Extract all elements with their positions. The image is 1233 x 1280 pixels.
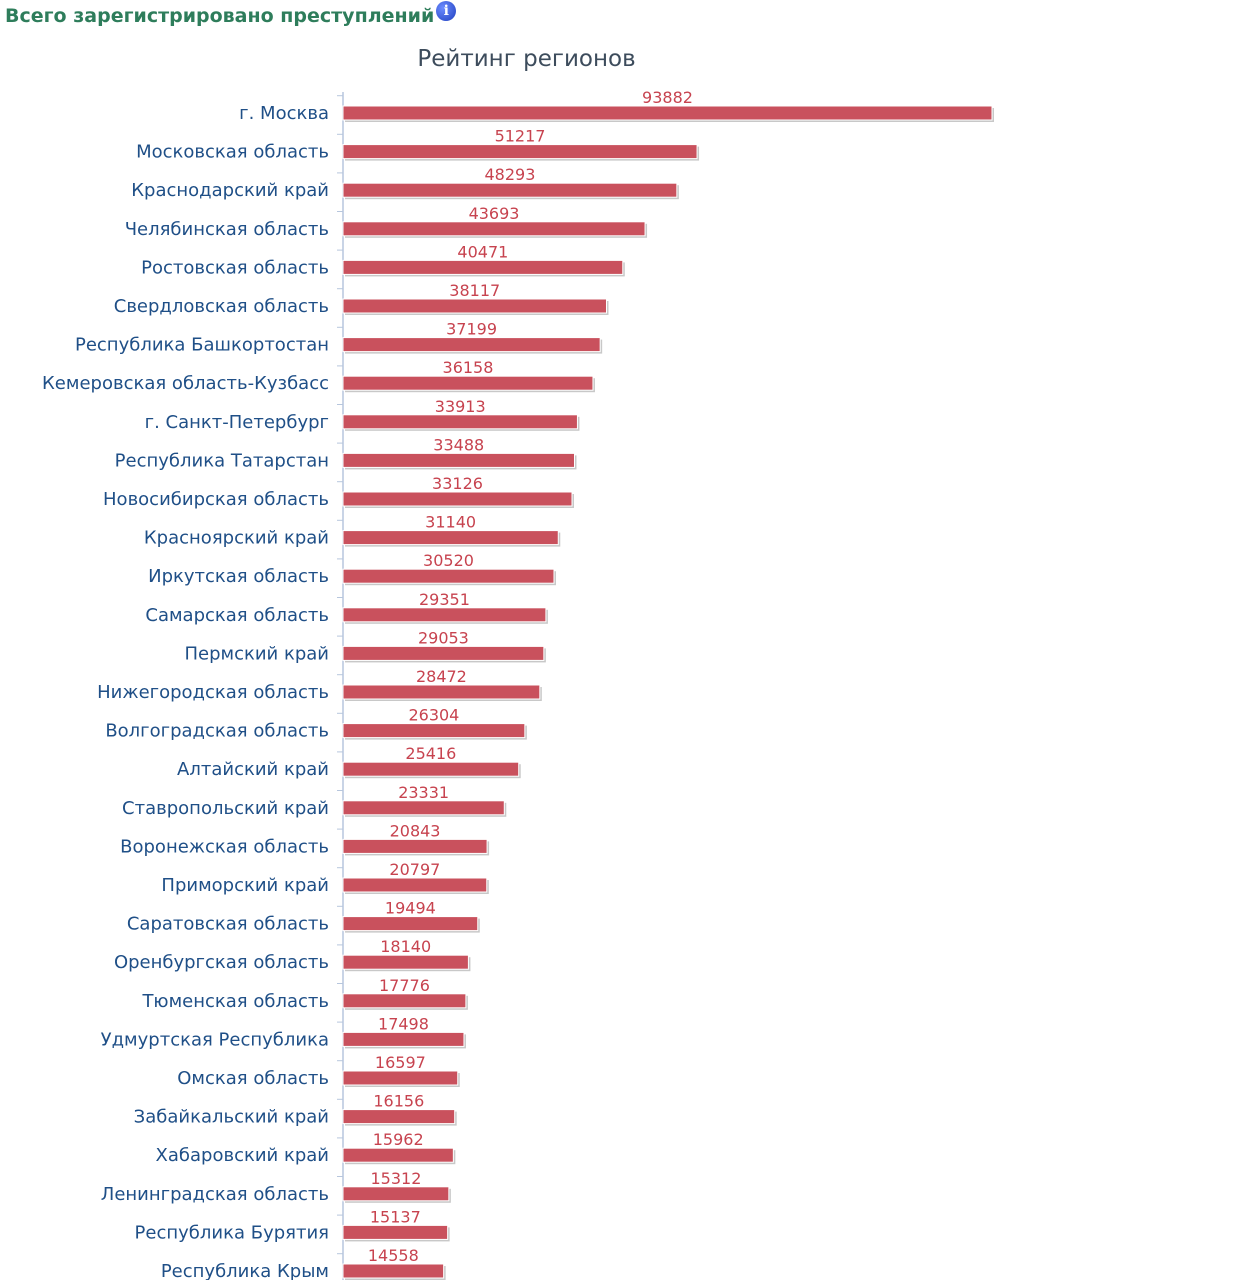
category-label: Ставропольский край [122,798,329,819]
value-label: 16156 [373,1092,424,1111]
category-label: Ленинградская область [101,1184,329,1205]
category-label: Иркутская область [148,566,329,587]
category-label: Новосибирская область [103,489,329,510]
value-label: 14558 [368,1246,419,1265]
value-label: 33126 [432,474,483,493]
category-label: Челябинская область [125,219,329,240]
category-label: Тюменская область [141,991,329,1012]
value-label: 26304 [408,706,459,725]
bar[interactable] [342,221,646,237]
bar[interactable] [342,414,578,430]
bar[interactable] [342,607,547,623]
value-label: 19494 [385,899,436,918]
value-label: 15312 [370,1169,421,1188]
value-label: 15962 [373,1130,424,1149]
bar[interactable] [342,298,608,314]
value-label: 17498 [378,1014,429,1033]
category-label: Удмуртская Республика [101,1029,329,1050]
bar[interactable] [342,491,573,507]
bar[interactable] [342,1263,445,1279]
category-label: Московская область [136,142,329,163]
value-label: 17776 [379,976,430,995]
value-label: 51217 [495,127,546,146]
category-label: Ростовская область [141,257,329,278]
bar[interactable] [342,452,576,468]
bar[interactable] [342,761,520,777]
bar[interactable] [342,1070,459,1086]
category-label: Забайкальский край [134,1107,329,1128]
bar[interactable] [342,375,594,391]
value-label: 29351 [419,590,470,609]
bar[interactable] [342,993,467,1009]
category-label: Пермский край [184,643,329,664]
page-title: Всего зарегистрировано преступлений [5,5,435,27]
chart-title: Рейтинг регионов [417,46,636,72]
category-label: Волгоградская область [105,721,329,742]
value-label: 33913 [435,397,486,416]
category-label: Республика Татарстан [115,450,329,471]
bar[interactable] [342,530,559,546]
category-label: Краснодарский край [131,180,329,201]
value-label: 20843 [390,821,441,840]
value-label: 36158 [443,358,494,377]
header: Всего зарегистрировано преступлений i [5,1,457,27]
bar[interactable] [342,838,488,854]
bar[interactable] [342,877,488,893]
value-label: 15137 [370,1207,421,1226]
category-label: Алтайский край [177,759,329,780]
value-label: 30520 [423,551,474,570]
value-label: 40471 [457,242,508,261]
category-label: Омская область [177,1068,329,1089]
value-label: 28472 [416,667,467,686]
category-label: Республика Башкортостан [75,335,329,356]
value-label: 48293 [484,165,535,184]
category-label: Республика Крым [161,1261,329,1280]
bar[interactable] [342,568,555,584]
value-label: 37199 [446,320,497,339]
bar[interactable] [342,1109,456,1125]
bar[interactable] [342,1147,454,1163]
value-label: 18140 [380,937,431,956]
category-label: г. Москва [239,103,329,124]
bar[interactable] [342,105,993,121]
category-label: Свердловская область [114,296,329,317]
category-label: Красноярский край [144,528,329,549]
bar[interactable] [342,337,601,353]
value-label: 38117 [449,281,500,300]
category-label: Приморский край [161,875,329,896]
bar[interactable] [342,645,545,661]
category-label: Республика Бурятия [135,1222,329,1243]
category-label: Оренбургская область [114,952,329,973]
value-label: 25416 [405,744,456,763]
value-label: 23331 [398,783,449,802]
bar[interactable] [342,259,624,275]
bar[interactable] [342,144,698,160]
bar[interactable] [342,1186,450,1202]
value-label: 16597 [375,1053,426,1072]
bar[interactable] [342,684,541,700]
value-label: 43693 [469,204,520,223]
category-label: Нижегородская область [97,682,329,703]
category-label: Самарская область [145,605,329,626]
value-label: 29053 [418,628,469,647]
value-label: 31140 [425,513,476,532]
category-label: Кемеровская область-Кузбасс [42,373,329,394]
bar[interactable] [342,182,678,198]
bar[interactable] [342,954,469,970]
category-label: г. Санкт-Петербург [145,412,329,433]
bar[interactable] [342,800,505,816]
category-label: Саратовская область [127,914,329,935]
bar[interactable] [342,1224,449,1240]
value-label: 33488 [433,435,484,454]
info-icon[interactable]: i [436,1,457,21]
category-label: Воронежская область [120,836,329,857]
value-label: 93882 [642,88,693,107]
value-label: 20797 [389,860,440,879]
bar[interactable] [342,1031,465,1047]
bar[interactable] [342,723,526,739]
category-label: Хабаровский край [156,1145,329,1166]
bar[interactable] [342,916,479,932]
